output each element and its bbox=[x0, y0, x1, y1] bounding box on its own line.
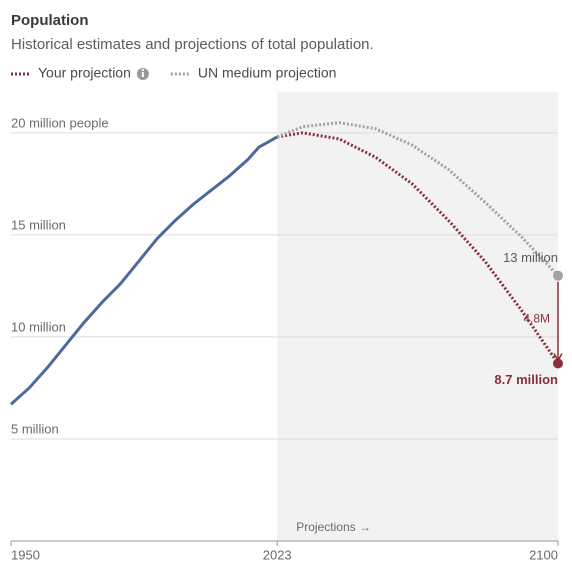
difference-label: 4.8M bbox=[523, 312, 550, 326]
x-tick-label: 2023 bbox=[263, 547, 292, 562]
value-label: 8.7 million bbox=[494, 372, 558, 387]
end-point bbox=[553, 358, 563, 369]
series-line bbox=[276, 121, 560, 277]
series-line bbox=[276, 131, 560, 365]
arrow-head bbox=[553, 353, 563, 362]
projection-label: Projections → bbox=[296, 520, 371, 534]
end-point bbox=[553, 270, 563, 281]
legend-label: UN medium projection bbox=[198, 65, 337, 81]
y-tick-label: 15 million bbox=[11, 217, 66, 232]
chart-title: Population bbox=[11, 12, 89, 29]
y-tick-label: 10 million bbox=[11, 319, 66, 334]
projection-area bbox=[277, 92, 558, 541]
chart-subtitle: Historical estimates and projections of … bbox=[11, 36, 374, 53]
series-line bbox=[9, 135, 278, 406]
x-tick-label: 2100 bbox=[529, 547, 558, 562]
info-icon-mark bbox=[141, 72, 144, 77]
info-icon-dot bbox=[141, 69, 144, 71]
y-tick-label: 5 million bbox=[11, 421, 59, 436]
x-tick-label: 1950 bbox=[11, 547, 40, 562]
value-label: 13 million bbox=[503, 250, 558, 265]
legend-label: Your projection bbox=[38, 65, 131, 81]
y-tick-label: 20 million people bbox=[11, 115, 109, 130]
legend: Your projection UN medium projection bbox=[11, 65, 336, 81]
